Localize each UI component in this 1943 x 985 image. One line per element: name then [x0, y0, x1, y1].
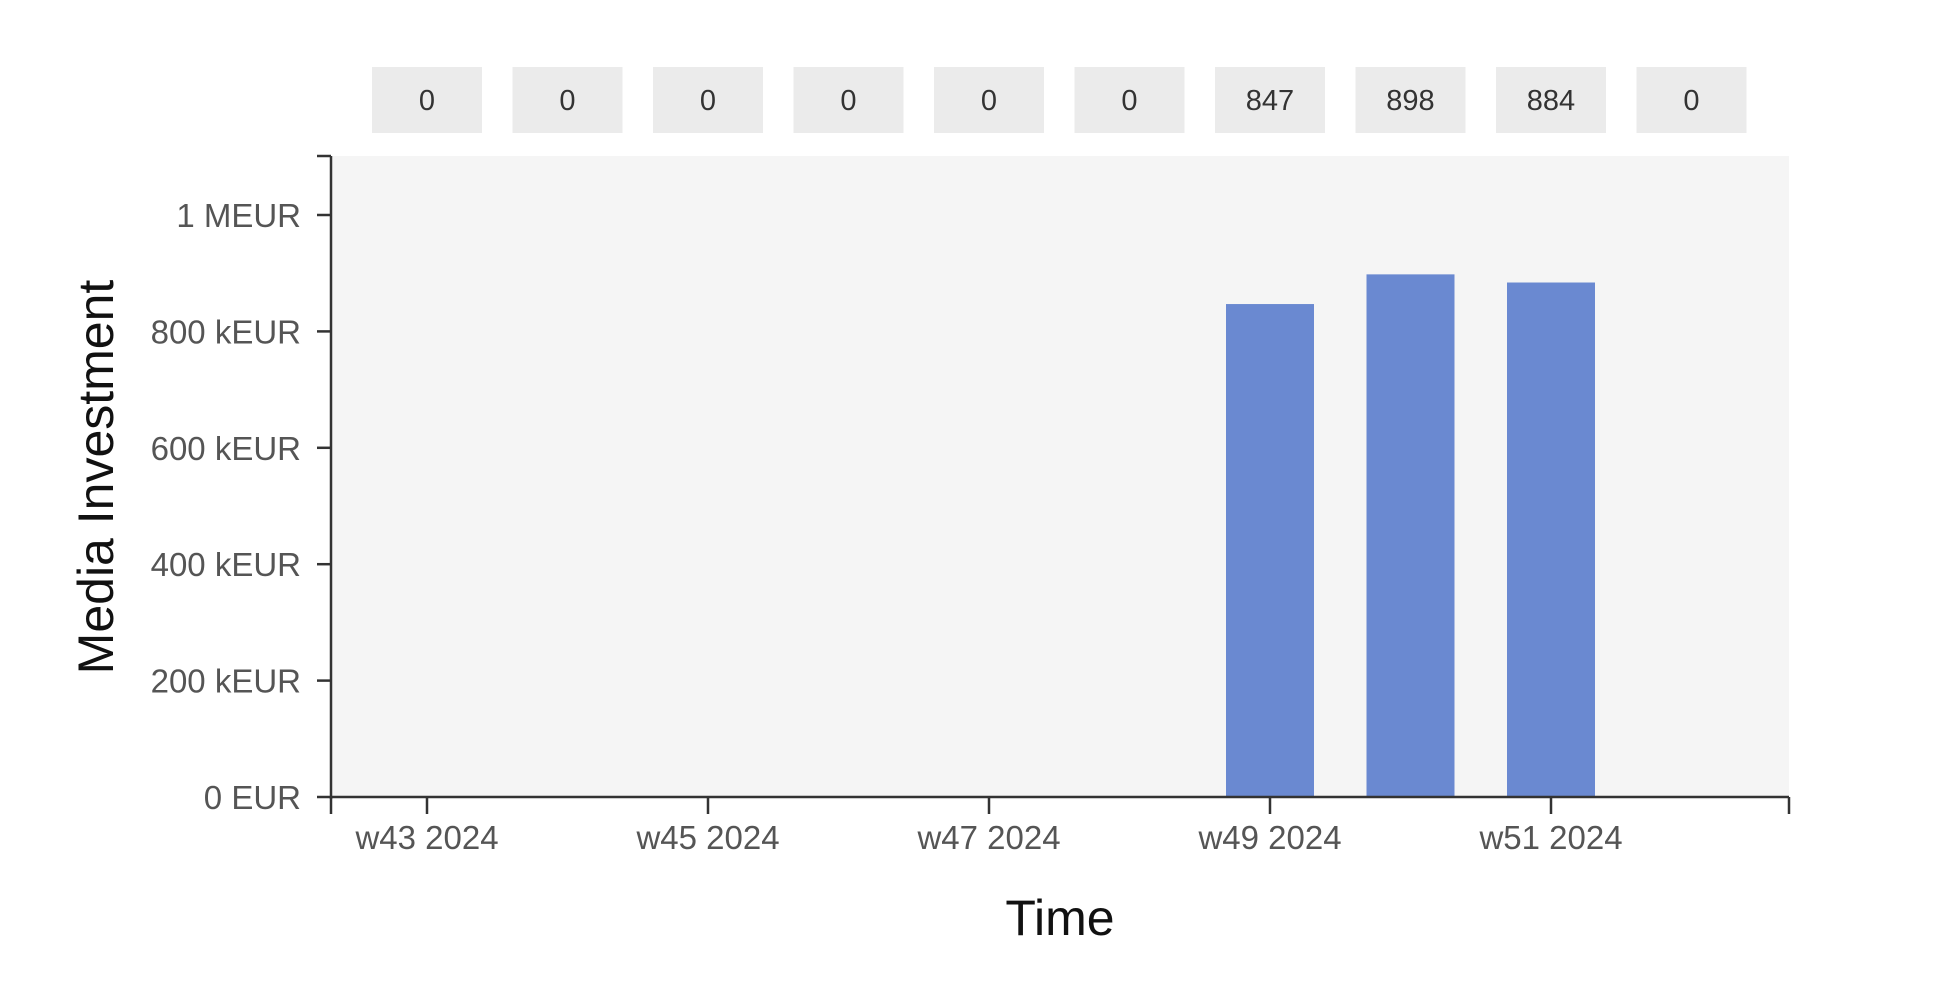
value-badge-label: 0	[981, 85, 997, 117]
x-axis: w43 2024 w45 2024 w47 2024 w49 2024 w51 2024	[329, 795, 1791, 856]
value-badge-box	[372, 67, 482, 133]
value-badge: 0	[793, 67, 904, 133]
bar	[1507, 282, 1595, 798]
value-badge: 0	[372, 67, 482, 133]
value-badge-box	[1496, 67, 1606, 133]
y-tick-label: 200 kEUR	[151, 663, 301, 700]
bars	[1226, 274, 1595, 798]
x-tick-label: w43 2024	[354, 819, 498, 856]
value-badge-label: 847	[1246, 85, 1294, 117]
x-tick-label: w51 2024	[1478, 819, 1622, 856]
value-badge-label: 0	[559, 85, 575, 117]
value-badge: 0	[1636, 67, 1747, 133]
value-badge: 0	[1074, 67, 1185, 133]
y-axis-title: Media Investment	[68, 280, 124, 675]
value-badge-label: 0	[700, 85, 716, 117]
value-badge-box	[1215, 67, 1325, 133]
x-tick-label: w49 2024	[1197, 819, 1341, 856]
value-badge-box	[934, 67, 1044, 133]
bar	[1366, 274, 1455, 797]
value-badge: 884	[1496, 67, 1606, 133]
value-badge-label: 898	[1386, 85, 1434, 117]
y-tick-label: 1 MEUR	[176, 197, 301, 234]
value-badge: 0	[653, 67, 763, 133]
value-badge-label: 0	[840, 85, 856, 117]
value-badge-label: 884	[1527, 85, 1575, 117]
value-badge: 0	[934, 67, 1044, 133]
y-tick-label: 0 EUR	[204, 779, 301, 816]
value-badge-box	[1074, 67, 1185, 133]
x-tick-label: w45 2024	[635, 819, 779, 856]
y-axis: 0 EUR 200 kEUR 400 kEUR 600 kEUR 800 kEUR 1 M…	[151, 154, 333, 816]
value-badge-box	[512, 67, 623, 133]
value-badge: 0	[512, 67, 623, 133]
value-badge-label: 0	[1683, 85, 1699, 117]
value-badge-box	[793, 67, 904, 133]
y-tick-label: 600 kEUR	[151, 430, 301, 467]
x-axis-title: Time	[1005, 890, 1114, 946]
value-badge-box	[1355, 67, 1466, 133]
value-badges: 0 0 0 0 0 0 847 898 884 0	[372, 67, 1747, 133]
x-tick-label: w47 2024	[916, 819, 1060, 856]
value-badge: 847	[1215, 67, 1325, 133]
value-badge-box	[1636, 67, 1747, 133]
value-badge-box	[653, 67, 763, 133]
bar	[1226, 304, 1314, 797]
y-tick-label: 400 kEUR	[151, 546, 301, 583]
value-badge: 898	[1355, 67, 1466, 133]
y-tick-label: 800 kEUR	[151, 313, 301, 350]
value-badge-label: 0	[419, 85, 435, 117]
value-badge-label: 0	[1121, 85, 1137, 117]
